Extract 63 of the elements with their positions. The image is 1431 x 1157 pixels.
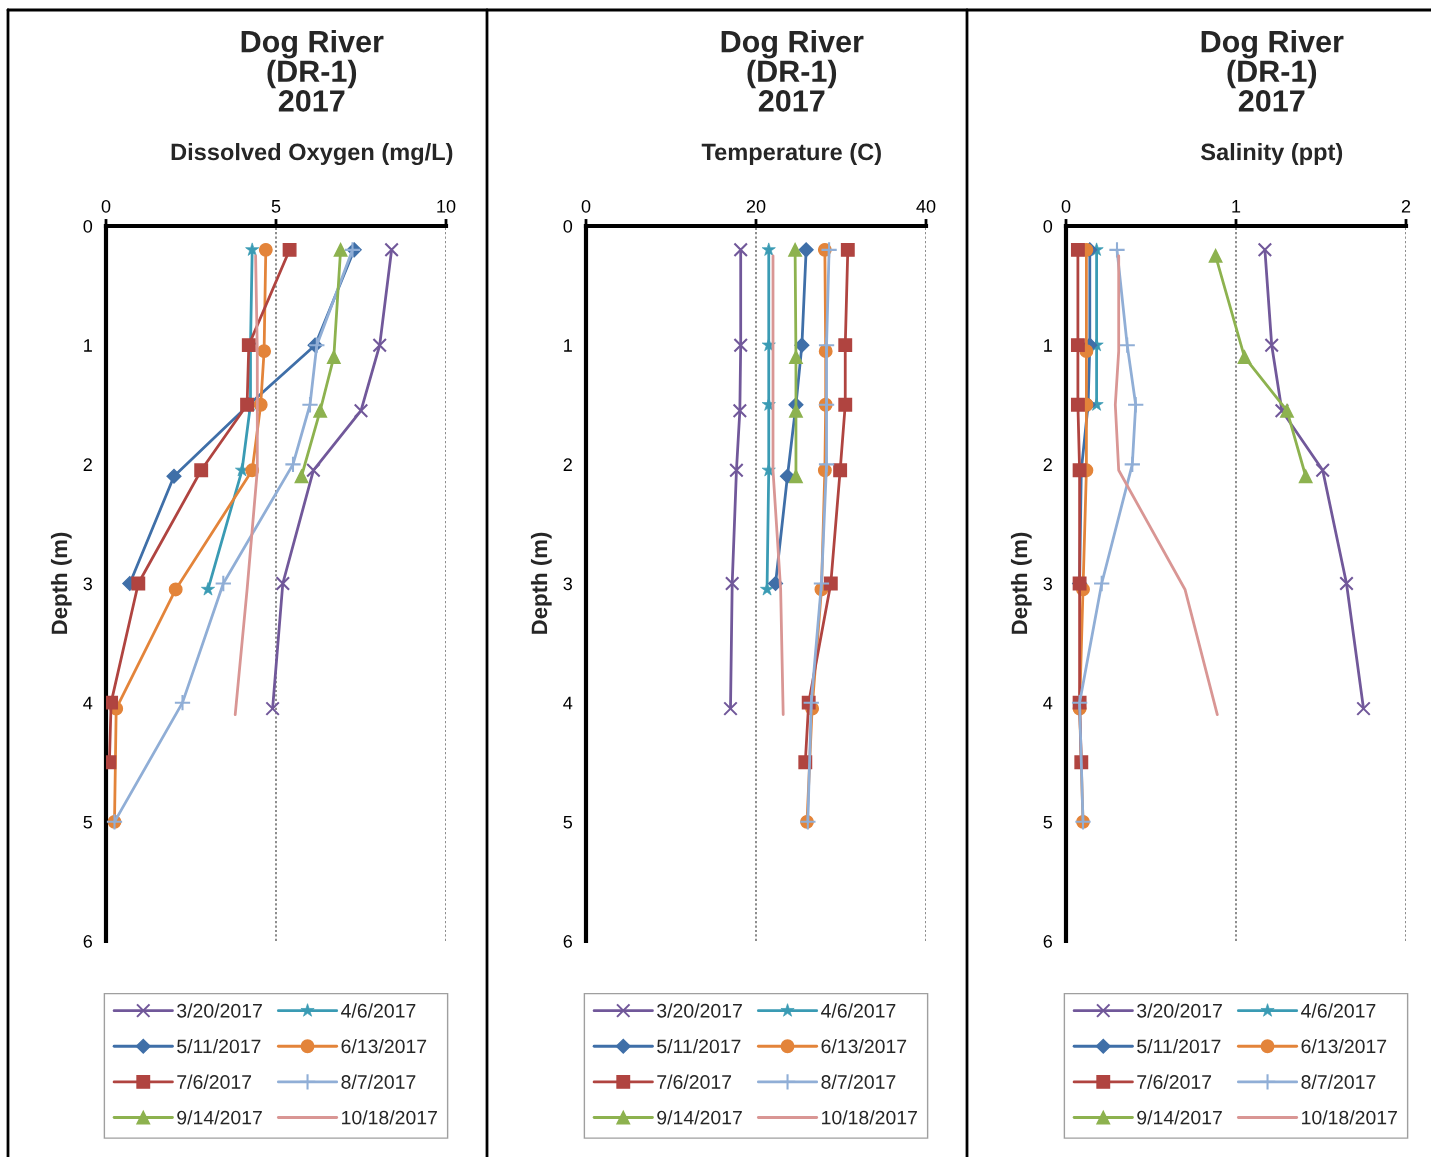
legend-label: 3/20/2017 bbox=[177, 1003, 262, 1018]
legend-label: 4/6/2017 bbox=[1301, 1003, 1376, 1018]
x-tick-label: 0 bbox=[581, 199, 591, 213]
chart-title: Dog River (DR-1) 2017 bbox=[721, 30, 864, 112]
y-tick-label: 1 bbox=[84, 339, 92, 352]
x-tick-label: 1 bbox=[1232, 200, 1241, 213]
chart-subtitle: Temperature (C) bbox=[701, 143, 881, 166]
legend-label: 5/11/2017 bbox=[1137, 1038, 1221, 1054]
y-tick-label: 0 bbox=[83, 219, 93, 233]
y-tick-label: 4 bbox=[1043, 696, 1053, 710]
y-axis-title: Depth (m) bbox=[530, 532, 552, 634]
legend-label: 5/11/2017 bbox=[657, 1038, 741, 1054]
legend-label: 9/14/2017 bbox=[177, 1110, 262, 1125]
y-tick-label: 4 bbox=[563, 696, 573, 710]
y-tick-label: 5 bbox=[83, 815, 93, 829]
y-tick-label: 6 bbox=[83, 934, 93, 948]
x-tick-label: 10 bbox=[437, 199, 456, 213]
legend-label: 9/14/2017 bbox=[657, 1110, 742, 1125]
chart-subtitle: Dissolved Oxygen (mg/L) bbox=[171, 143, 453, 166]
legend-label: 10/18/2017 bbox=[822, 1110, 917, 1125]
x-tick-label: 20 bbox=[746, 199, 766, 213]
chart-subtitle: Salinity (ppt) bbox=[1200, 143, 1343, 166]
y-axis-title: Depth (m) bbox=[1010, 532, 1032, 634]
legend-label: 10/18/2017 bbox=[1302, 1110, 1397, 1125]
legend-label: 6/13/2017 bbox=[821, 1038, 907, 1054]
legend-label: 7/6/2017 bbox=[1137, 1074, 1212, 1089]
x-tick-label: 0 bbox=[1061, 199, 1071, 213]
legend-label: 9/14/2017 bbox=[1137, 1110, 1222, 1125]
y-tick-label: 2 bbox=[563, 458, 572, 471]
y-tick-label: 0 bbox=[1043, 219, 1053, 233]
chart-title: Dog River (DR-1) 2017 bbox=[241, 30, 384, 112]
legend-label: 8/7/2017 bbox=[341, 1074, 416, 1089]
x-tick-label: 0 bbox=[101, 199, 111, 213]
legend-label: 10/18/2017 bbox=[342, 1110, 437, 1125]
y-axis-title: Depth (m) bbox=[50, 532, 72, 634]
y-tick-label: 1 bbox=[564, 339, 572, 352]
legend-label: 3/20/2017 bbox=[1137, 1003, 1222, 1018]
y-tick-label: 1 bbox=[1044, 339, 1052, 352]
y-tick-label: 3 bbox=[563, 577, 573, 591]
x-tick-label: 5 bbox=[271, 200, 281, 213]
y-tick-label: 2 bbox=[83, 458, 92, 471]
y-tick-label: 5 bbox=[563, 815, 573, 829]
y-tick-label: 2 bbox=[1043, 458, 1052, 471]
legend-label: 3/20/2017 bbox=[657, 1003, 742, 1018]
y-tick-label: 5 bbox=[1043, 815, 1053, 829]
legend-label: 4/6/2017 bbox=[341, 1003, 416, 1018]
legend-label: 7/6/2017 bbox=[177, 1074, 252, 1089]
chart-title: Dog River (DR-1) 2017 bbox=[1201, 30, 1344, 112]
y-tick-label: 6 bbox=[1043, 934, 1053, 948]
legend-label: 8/7/2017 bbox=[1301, 1074, 1376, 1089]
x-tick-label: 40 bbox=[916, 199, 936, 213]
y-tick-label: 0 bbox=[563, 219, 573, 233]
legend-label: 6/13/2017 bbox=[1301, 1038, 1387, 1054]
legend-label: 7/6/2017 bbox=[657, 1074, 732, 1089]
y-tick-label: 4 bbox=[83, 696, 93, 710]
legend-label: 6/13/2017 bbox=[341, 1038, 427, 1054]
y-tick-label: 3 bbox=[83, 577, 93, 591]
x-tick-label: 2 bbox=[1401, 199, 1411, 213]
legend-label: 8/7/2017 bbox=[821, 1074, 896, 1089]
y-tick-label: 6 bbox=[563, 934, 573, 948]
legend-label: 4/6/2017 bbox=[821, 1003, 896, 1018]
y-tick-label: 3 bbox=[1043, 577, 1053, 591]
legend-label: 5/11/2017 bbox=[177, 1038, 261, 1054]
